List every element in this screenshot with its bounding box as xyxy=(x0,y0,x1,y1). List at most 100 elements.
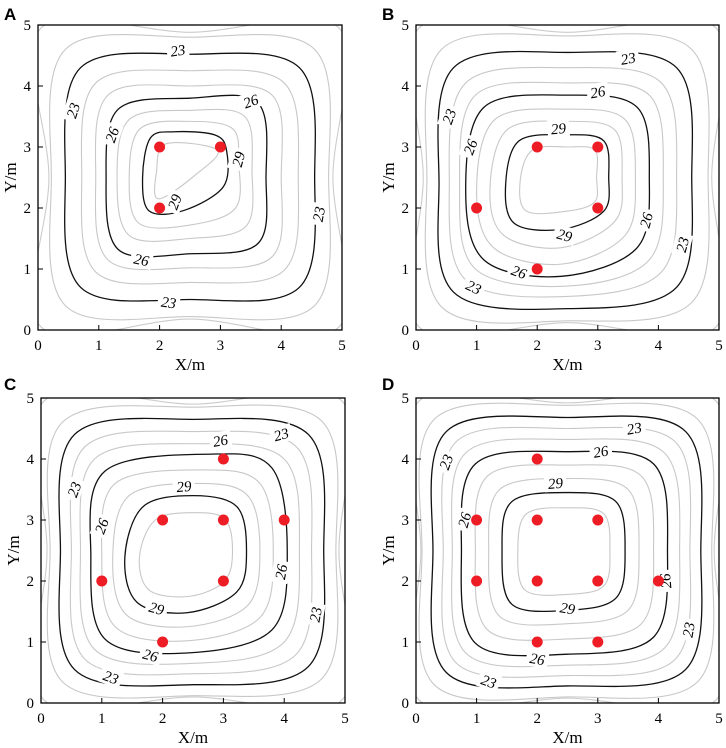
y-tick-label: 4 xyxy=(402,79,410,95)
y-tick-label: 4 xyxy=(27,452,35,468)
contour-label-bg xyxy=(208,429,233,451)
x-tick-label: 5 xyxy=(341,711,349,727)
contour-label-bg xyxy=(227,146,250,172)
contour-label-bg xyxy=(97,665,125,689)
x-tick-label: 0 xyxy=(412,338,420,354)
contour-label-bg xyxy=(305,602,326,627)
contour-label-bg xyxy=(543,473,568,493)
point-marker xyxy=(154,141,166,153)
contour-label-bg xyxy=(546,118,571,138)
contour-line xyxy=(476,108,637,266)
point-marker xyxy=(154,202,166,214)
point-marker xyxy=(217,453,229,465)
contour-group xyxy=(41,398,345,703)
panel-letter: D xyxy=(382,375,394,394)
contour-label-bg xyxy=(137,643,164,666)
x-tick-label: 1 xyxy=(95,338,103,354)
contour-line xyxy=(105,94,268,258)
y-tick-label: 0 xyxy=(27,696,35,712)
contour-label-bg xyxy=(671,231,694,258)
y-tick-label: 0 xyxy=(402,323,410,339)
contour-label-text: 26 xyxy=(132,251,150,270)
point-marker xyxy=(592,514,604,526)
contour-label-text: 23 xyxy=(65,480,85,500)
contour-label-text: 29 xyxy=(555,227,574,246)
contour-line xyxy=(49,33,331,321)
point-marker xyxy=(652,575,664,587)
y-axis-label: Y/m xyxy=(379,535,398,565)
contour-label-bg xyxy=(162,188,187,215)
contour-line xyxy=(79,443,301,665)
x-tick-label: 1 xyxy=(98,711,106,727)
y-tick-label: 3 xyxy=(24,140,32,156)
x-tick-label: 3 xyxy=(217,338,225,354)
contour-label-text: 26 xyxy=(273,563,291,581)
contour-group xyxy=(416,25,719,330)
panel-letter: A xyxy=(4,5,16,24)
x-tick-label: 4 xyxy=(280,711,288,727)
plot-frame xyxy=(415,24,720,331)
contour-label: 23 xyxy=(156,292,181,313)
contour-label-bg xyxy=(634,207,657,233)
contour-label-text: 26 xyxy=(456,510,475,529)
contour-label: 26 xyxy=(458,133,482,161)
y-tick-label: 4 xyxy=(402,452,410,468)
contour-label-text: 29 xyxy=(176,479,193,496)
contour-label-text: 26 xyxy=(103,125,123,145)
contour-label: 29 xyxy=(543,473,568,493)
contour-line xyxy=(124,494,248,614)
x-axis-label: X/m xyxy=(552,355,582,374)
contour-label: 23 xyxy=(165,40,190,61)
contour-label-text: 23 xyxy=(311,205,329,223)
point-marker xyxy=(471,202,483,214)
contour-label: 26 xyxy=(89,512,114,540)
contour-label-text: 29 xyxy=(559,600,577,618)
contour-line xyxy=(416,25,719,330)
contour-line xyxy=(38,25,342,330)
contour-label-text: 26 xyxy=(461,137,481,157)
y-axis-label: Y/m xyxy=(1,162,20,192)
point-marker xyxy=(592,141,604,153)
contour-label-text: 26 xyxy=(658,572,675,589)
contour-label-bg xyxy=(505,259,533,284)
contour-label-bg xyxy=(437,103,461,130)
contour-label-bg xyxy=(99,121,124,148)
contour-label-bg xyxy=(621,417,647,439)
contour-label: 26 xyxy=(208,429,233,451)
contour-label: 26 xyxy=(585,81,611,102)
x-tick-label: 5 xyxy=(715,711,723,727)
contour-line xyxy=(138,512,234,598)
contour-line xyxy=(424,33,710,324)
contour-label: 23 xyxy=(62,476,86,503)
contour-label-text: 26 xyxy=(141,647,160,666)
contour-line xyxy=(441,426,692,678)
contour-group xyxy=(38,25,342,330)
contour-label: 26 xyxy=(634,207,657,233)
point-marker xyxy=(592,202,604,214)
contour-label: 29 xyxy=(172,476,196,496)
x-tick-label: 0 xyxy=(37,711,45,727)
contour-line xyxy=(69,430,313,676)
contour-label: 26 xyxy=(99,121,124,148)
contour-line xyxy=(64,52,316,302)
contour-line xyxy=(450,438,681,668)
contour-line xyxy=(488,477,640,626)
contour-label: 29 xyxy=(143,596,170,619)
contour-label: 26 xyxy=(655,569,675,593)
x-tick-label: 0 xyxy=(34,338,42,354)
contour-line xyxy=(80,69,300,285)
point-marker xyxy=(157,636,169,648)
contour-label-text: 23 xyxy=(619,50,637,68)
contour-label-bg xyxy=(89,512,114,540)
point-marker xyxy=(531,575,543,587)
point-marker xyxy=(278,514,290,526)
y-tick-label: 4 xyxy=(24,79,32,95)
panel-letter: B xyxy=(382,5,394,24)
contour-line xyxy=(112,482,261,628)
contour-line xyxy=(504,133,610,231)
contour-label-bg xyxy=(172,476,196,496)
contour-label-bg xyxy=(237,89,264,113)
